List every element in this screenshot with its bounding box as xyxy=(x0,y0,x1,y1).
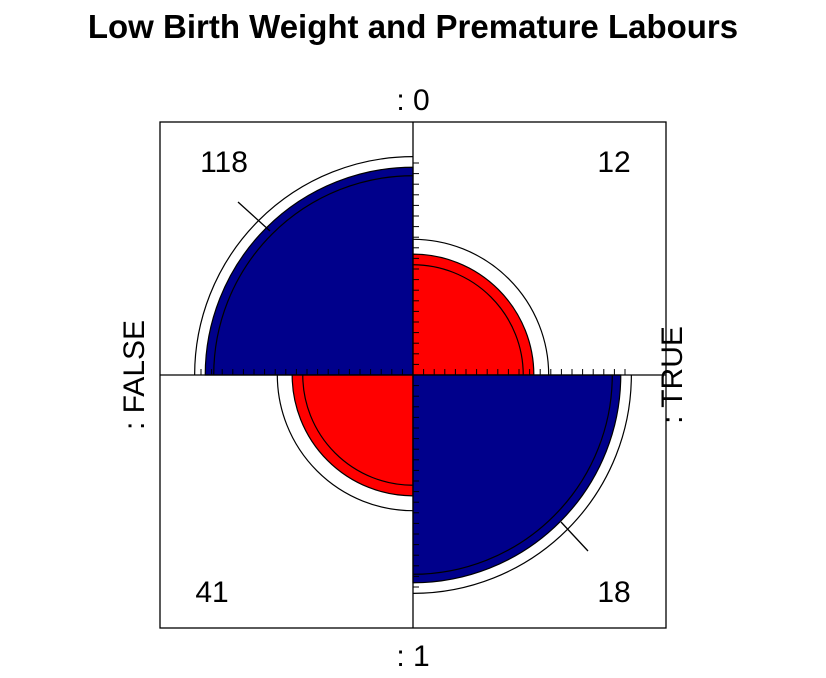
row-label-top: : 0 xyxy=(396,84,429,117)
quadrant-bottom-left xyxy=(291,374,414,497)
cell-count-bottom-left: 41 xyxy=(195,576,228,609)
quadrant-top-left xyxy=(204,166,414,376)
confidence-ring-bottom-left-inner xyxy=(302,374,414,486)
cell-count-top-right: 12 xyxy=(597,146,630,179)
diagonal-marker-bottom-right xyxy=(560,521,589,552)
diagonal-marker-top-left xyxy=(237,201,271,232)
row-label-bottom: : 1 xyxy=(396,640,429,673)
cell-count-bottom-right: 18 xyxy=(597,576,630,609)
confidence-ring-bottom-right-inner xyxy=(412,374,613,575)
col-label-left: : FALSE xyxy=(118,320,151,430)
quadrant-bottom-right xyxy=(412,374,622,584)
axis-ticks xyxy=(200,162,626,588)
confidence-ring-top-right-outer xyxy=(412,238,550,376)
quadrants xyxy=(204,166,622,584)
confidence-ring-top-right-inner xyxy=(412,264,524,376)
confidence-ring-top-left-inner xyxy=(213,175,414,376)
col-label-right: : TRUE xyxy=(656,326,689,424)
confidence-ring-bottom-left-outer xyxy=(276,374,414,512)
cell-count-top-left: 118 xyxy=(200,146,248,179)
quadrant-top-right xyxy=(412,253,535,376)
chart-title: Low Birth Weight and Premature Labours xyxy=(88,8,738,45)
